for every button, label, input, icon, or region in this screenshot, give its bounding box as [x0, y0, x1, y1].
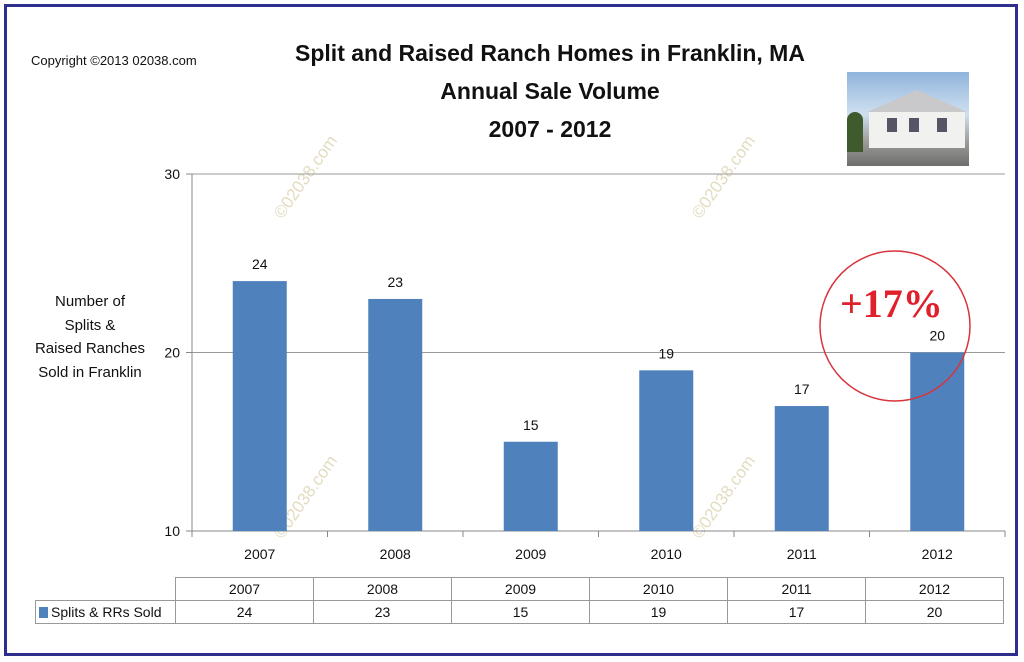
- x-tick-label: 2007: [244, 546, 275, 562]
- data-table: 2007 2008 2009 2010 2011 2012 Splits & R…: [35, 577, 1004, 624]
- table-cell: 19: [589, 600, 728, 624]
- y-axis-label-line: Splits &: [64, 316, 116, 334]
- copyright-text: Copyright ©2013 02038.com: [31, 53, 197, 68]
- x-tick-label: 2009: [515, 546, 546, 562]
- table-header-cell: 2009: [451, 577, 590, 601]
- bar: [232, 281, 287, 531]
- table-header-cell: 2007: [175, 577, 314, 601]
- y-axis-label-line: Number of: [54, 293, 126, 310]
- y-axis-label-line: Sold in Franklin: [38, 363, 142, 381]
- table-header-cell: 2010: [589, 577, 728, 601]
- bar: [639, 370, 694, 531]
- data-label: 15: [523, 417, 539, 433]
- y-tick-label: 10: [164, 523, 180, 539]
- bar: [774, 406, 829, 531]
- chart-subtitle: Annual Sale Volume: [440, 78, 660, 104]
- data-label: 24: [252, 256, 268, 272]
- legend-swatch: [39, 607, 48, 618]
- table-header-cell: 2011: [727, 577, 866, 601]
- chart-date-range: 2007 - 2012: [488, 116, 612, 142]
- table-header-cell: 2012: [865, 577, 1004, 601]
- x-tick-label: 2008: [380, 546, 411, 562]
- bar: [503, 441, 558, 531]
- house-photo: [847, 72, 969, 166]
- bar: [910, 352, 965, 531]
- watermark-text: ©02038.com: [688, 132, 759, 222]
- chart-frame: [4, 4, 1018, 656]
- y-tick-label: 30: [164, 166, 180, 182]
- chart-title: Split and Raised Ranch Homes in Franklin…: [295, 40, 805, 66]
- percent-change-annotation: +17%: [840, 281, 943, 326]
- x-tick-label: 2010: [651, 546, 682, 562]
- watermark-text: ©02038.com: [270, 132, 341, 222]
- watermark-text: ©02038.com: [688, 452, 759, 542]
- table-cell: 15: [451, 600, 590, 624]
- table-row: Splits & RRs Sold 24 23 15 19 17 20: [35, 600, 1004, 624]
- y-tick-label: 20: [164, 345, 180, 361]
- table-cell: 17: [727, 600, 866, 624]
- data-label: 23: [387, 274, 403, 290]
- table-header-cell: 2008: [313, 577, 452, 601]
- x-tick-label: 2012: [922, 546, 953, 562]
- x-tick-label: 2011: [787, 546, 817, 562]
- table-header-row: 2007 2008 2009 2010 2011 2012: [36, 577, 1004, 601]
- legend-label: Splits & RRs Sold: [51, 604, 162, 620]
- data-label: 20: [929, 328, 945, 344]
- table-cell: 20: [865, 600, 1004, 624]
- legend-entry: Splits & RRs Sold: [35, 600, 176, 624]
- data-label: 19: [658, 345, 674, 361]
- highlight-circle: [819, 250, 971, 402]
- table-cell: 24: [175, 600, 314, 624]
- data-label: 17: [794, 381, 810, 397]
- bar: [368, 298, 423, 531]
- y-axis-label: Number of Splits & Raised Ranches Sold i…: [20, 290, 160, 384]
- y-axis-label-line: Raised Ranches: [34, 340, 146, 357]
- table-cell: 23: [313, 600, 452, 624]
